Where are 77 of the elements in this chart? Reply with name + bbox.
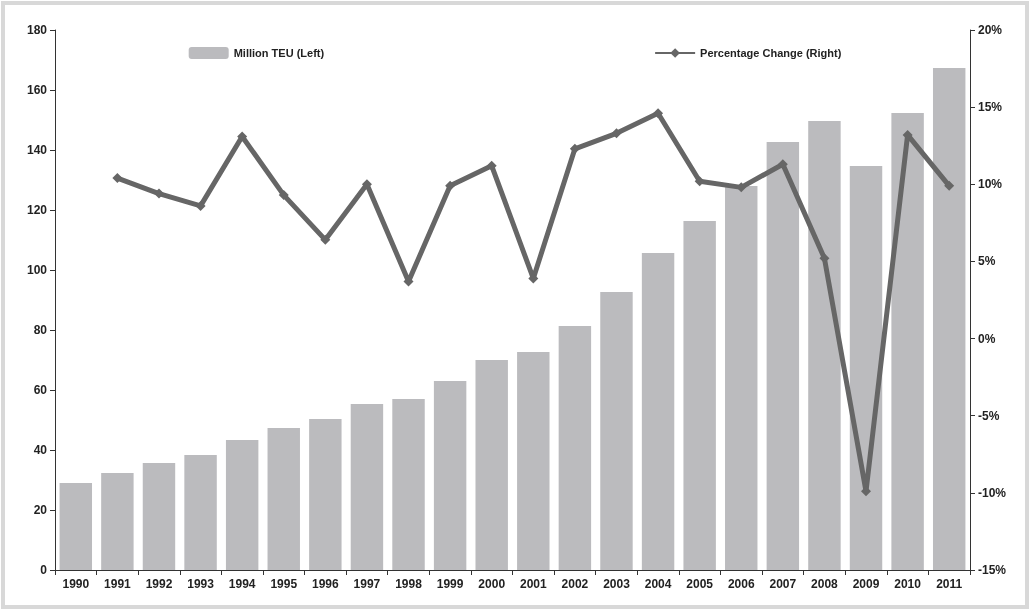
x-tick-label: 2004	[644, 577, 672, 591]
y2-tick-label: 15%	[978, 100, 1003, 115]
bar	[891, 113, 924, 570]
y-tick-label: 140	[26, 143, 48, 157]
point	[320, 234, 331, 245]
x-tick-label: 2011	[936, 577, 963, 591]
bar	[433, 381, 467, 570]
x-tick-label: 2005	[686, 577, 714, 591]
bar	[600, 291, 633, 570]
x-tick-label: 1993	[187, 577, 215, 591]
y-tick-label: 120	[26, 203, 48, 217]
bar	[392, 399, 425, 570]
x-tick-label: 1999	[436, 577, 464, 591]
bar	[225, 440, 259, 570]
point	[944, 180, 955, 191]
y-tick-label: 80	[33, 323, 48, 337]
x-tick-label: 2009	[852, 577, 880, 591]
x-tick-label: 1998	[395, 577, 423, 591]
bar	[641, 252, 675, 570]
legend-label: Million TEU (Left)	[233, 47, 325, 59]
legend-label: Percentage Change (Right)	[700, 47, 842, 59]
bar	[558, 326, 592, 570]
y-tick-label: 180	[26, 23, 48, 37]
y2-tick-label: -15%	[978, 563, 1007, 577]
point	[278, 190, 289, 201]
bar	[267, 428, 300, 570]
bar	[766, 141, 800, 570]
x-tick-label: 1996	[311, 577, 340, 591]
x-tick-label: 2007	[769, 577, 797, 591]
point	[112, 173, 123, 184]
y-tick-label: 100	[26, 263, 48, 277]
bar	[59, 483, 93, 570]
y-tick-label: 0	[40, 563, 48, 577]
bar	[142, 462, 176, 570]
x-tick-label: 1990	[62, 577, 90, 591]
bar	[309, 419, 342, 570]
bar	[101, 473, 134, 570]
x-tick-label: 1992	[145, 577, 173, 591]
bar	[808, 120, 841, 570]
bar	[184, 455, 217, 570]
point	[195, 200, 206, 211]
point	[611, 128, 622, 139]
x-tick-label: 2002	[561, 577, 589, 591]
y2-tick-label: 10%	[978, 177, 1003, 192]
bar	[932, 68, 966, 570]
point	[653, 108, 664, 119]
x-tick-label: 1994	[228, 577, 256, 591]
x-tick-label: 2008	[811, 577, 839, 591]
y-tick-label: 20	[33, 503, 48, 517]
x-tick-label: 2010	[894, 577, 922, 591]
x-tick-label: 2001	[519, 577, 547, 591]
y-tick-label: 60	[33, 383, 48, 397]
point	[486, 160, 497, 171]
x-tick-label: 1997	[353, 577, 381, 591]
y2-tick-label: 0%	[978, 331, 996, 346]
y2-tick-label: 20%	[978, 23, 1003, 37]
x-tick-label: 2000	[478, 577, 506, 591]
x-tick-label: 2003	[603, 577, 631, 591]
bar	[475, 360, 508, 570]
point	[569, 143, 580, 154]
bar	[350, 404, 384, 570]
point	[237, 131, 248, 142]
y2-tick-label: -5%	[978, 408, 1000, 423]
point	[445, 180, 456, 191]
y2-tick-label: 5%	[978, 254, 996, 269]
point	[777, 159, 788, 170]
x-tick-label: 2006	[727, 577, 755, 591]
x-tick-label: 1995	[270, 577, 298, 591]
bar	[517, 351, 550, 570]
y-tick-label: 40	[33, 443, 48, 457]
y2-tick-label: -10%	[978, 485, 1007, 500]
y-tick-label: 160	[26, 83, 48, 97]
bar	[683, 221, 716, 570]
bar	[849, 165, 883, 570]
x-tick-label: 1991	[104, 577, 132, 591]
point	[153, 188, 164, 199]
bar	[725, 186, 758, 570]
